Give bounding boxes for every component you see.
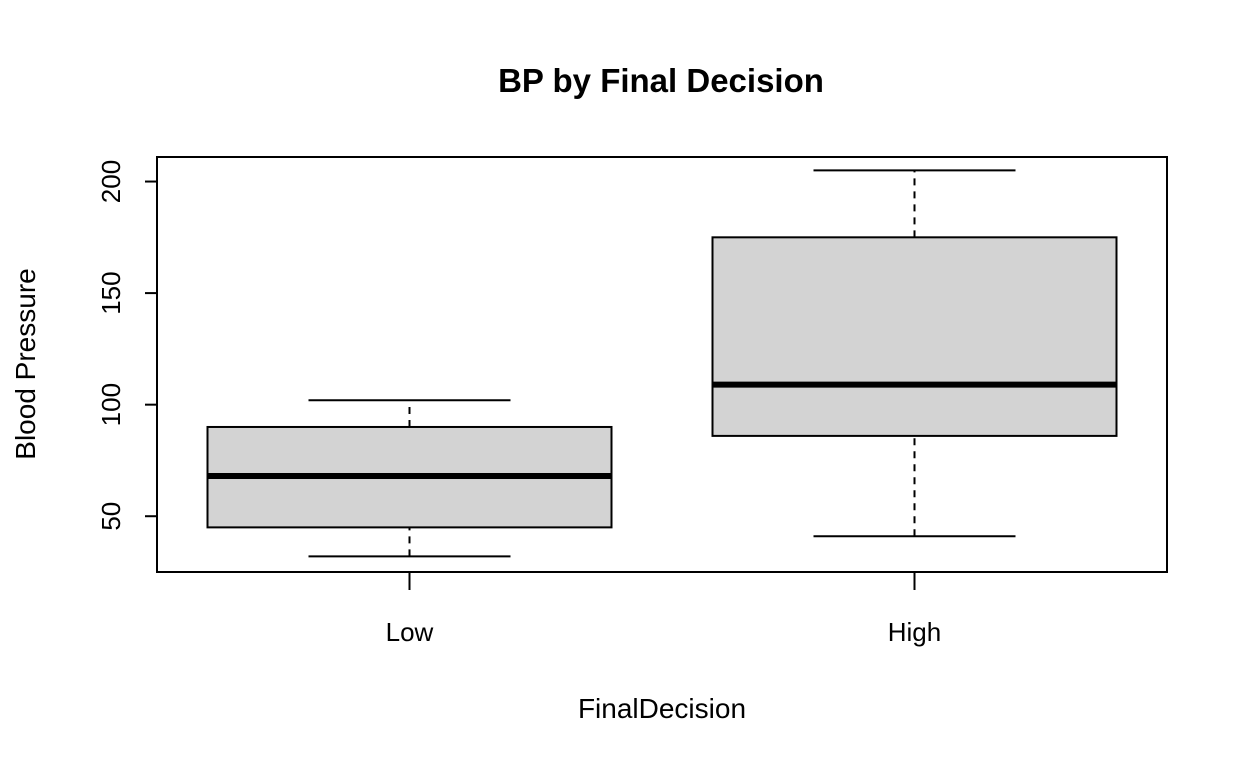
x-axis-label: FinalDecision xyxy=(578,693,746,724)
boxes-layer xyxy=(206,169,1118,558)
y-axis: 50 100 150 200 xyxy=(96,160,158,531)
x-axis: Low High xyxy=(386,572,941,647)
box-group-low xyxy=(206,399,613,558)
box-group-high xyxy=(711,169,1118,538)
y-tick-label-150: 150 xyxy=(96,271,126,314)
x-tick-label-high: High xyxy=(888,617,941,647)
chart-title: BP by Final Decision xyxy=(498,62,824,99)
y-tick-label-50: 50 xyxy=(96,502,126,531)
y-axis-label: Blood Pressure xyxy=(10,268,41,459)
y-tick-label-100: 100 xyxy=(96,383,126,426)
box-iqr-high xyxy=(711,236,1118,437)
y-tick-label-200: 200 xyxy=(96,160,126,203)
x-tick-label-low: Low xyxy=(386,617,434,647)
